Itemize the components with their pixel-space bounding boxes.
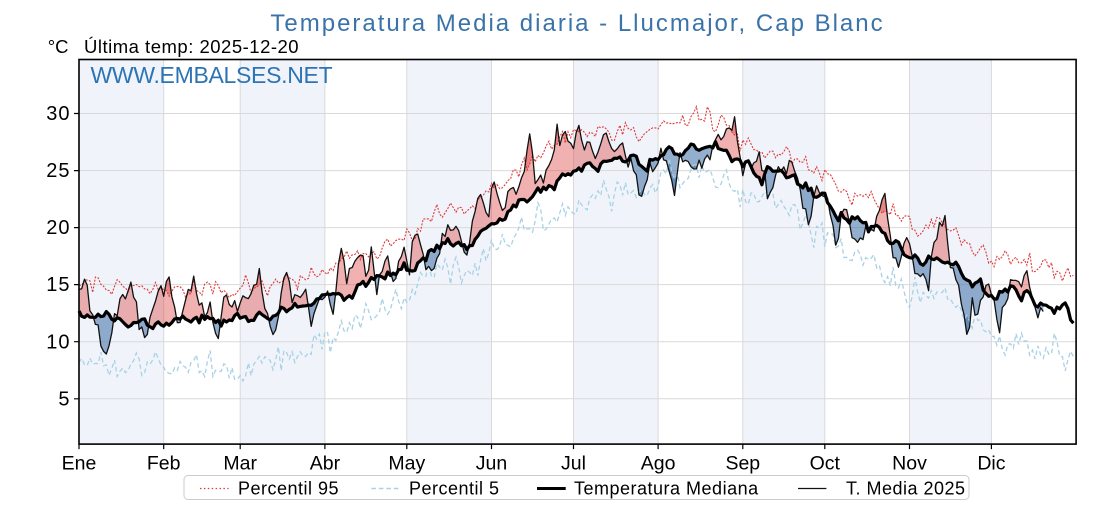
svg-text:Mar: Mar <box>223 453 257 475</box>
svg-text:Jun: Jun <box>476 453 507 475</box>
svg-text:20: 20 <box>46 217 70 239</box>
svg-text:10: 10 <box>46 331 70 353</box>
svg-text:°C: °C <box>48 36 69 57</box>
svg-text:Jul: Jul <box>561 453 586 475</box>
svg-text:Abr: Abr <box>310 453 341 475</box>
svg-text:Feb: Feb <box>147 453 181 475</box>
svg-text:5: 5 <box>58 388 70 410</box>
svg-text:Ago: Ago <box>641 453 676 475</box>
svg-text:Dic: Dic <box>977 453 1005 475</box>
svg-text:Nov: Nov <box>892 453 927 475</box>
svg-text:Percentil 95: Percentil 95 <box>238 479 339 499</box>
svg-text:Ene: Ene <box>62 453 97 475</box>
svg-text:Temperatura Media diaria - Llu: Temperatura Media diaria - Llucmajor, Ca… <box>270 10 884 37</box>
svg-text:15: 15 <box>46 274 70 296</box>
svg-text:Sep: Sep <box>725 453 760 475</box>
svg-text:May: May <box>388 453 425 475</box>
svg-text:25: 25 <box>46 160 70 182</box>
svg-text:T. Media 2025: T. Media 2025 <box>846 479 966 499</box>
svg-text:30: 30 <box>46 103 70 125</box>
svg-text:Percentil 5: Percentil 5 <box>409 479 500 499</box>
svg-text:Temperatura Mediana: Temperatura Mediana <box>574 479 759 499</box>
svg-text:Oct: Oct <box>810 453 841 475</box>
svg-text:Última temp: 2025-12-20: Última temp: 2025-12-20 <box>84 36 299 57</box>
svg-text:WWW.EMBALSES.NET: WWW.EMBALSES.NET <box>91 62 333 88</box>
